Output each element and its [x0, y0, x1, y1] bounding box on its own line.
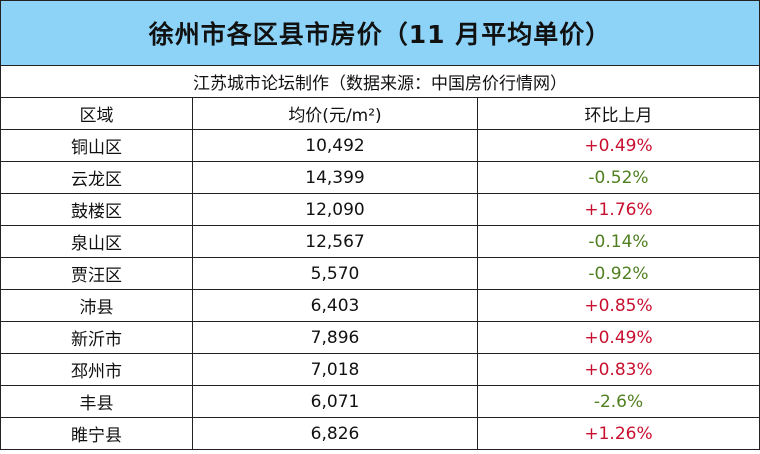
cell-area: 邳州市 [0, 353, 193, 386]
cell-area: 铜山区 [0, 129, 193, 162]
cell-area: 泉山区 [0, 225, 193, 258]
cell-change: -2.6% [477, 385, 760, 418]
cell-area: 鼓楼区 [0, 193, 193, 226]
table-row: 新沂市 7,896 +0.49% [0, 321, 760, 354]
table-row: 邳州市 7,018 +0.83% [0, 353, 760, 386]
table-row: 云龙区 14,399 -0.52% [0, 161, 760, 194]
cell-price: 12,567 [192, 225, 478, 258]
cell-change: +1.76% [477, 193, 760, 226]
table-subtitle: 江苏城市论坛制作（数据来源：中国房价行情网） [0, 65, 760, 98]
cell-area: 贾汪区 [0, 257, 193, 290]
cell-change: +0.49% [477, 129, 760, 162]
cell-price: 6,403 [192, 289, 478, 322]
cell-change: -0.14% [477, 225, 760, 258]
header-change: 环比上月 [477, 97, 760, 130]
cell-area: 云龙区 [0, 161, 193, 194]
cell-price: 7,018 [192, 353, 478, 386]
header-price: 均价(元/m²) [192, 97, 478, 130]
cell-area: 丰县 [0, 385, 193, 418]
table-row: 铜山区 10,492 +0.49% [0, 129, 760, 162]
cell-change: +0.85% [477, 289, 760, 322]
cell-price: 5,570 [192, 257, 478, 290]
cell-price: 12,090 [192, 193, 478, 226]
cell-area: 睢宁县 [0, 417, 193, 450]
cell-price: 10,492 [192, 129, 478, 162]
cell-change: +1.26% [477, 417, 760, 450]
cell-change: -0.92% [477, 257, 760, 290]
header-area: 区域 [0, 97, 193, 130]
cell-price: 6,071 [192, 385, 478, 418]
cell-area: 新沂市 [0, 321, 193, 354]
table-row: 鼓楼区 12,090 +1.76% [0, 193, 760, 226]
table-title: 徐州市各区县市房价（11 月平均单价） [0, 0, 760, 66]
cell-area: 沛县 [0, 289, 193, 322]
table-row: 丰县 6,071 -2.6% [0, 385, 760, 418]
cell-price: 14,399 [192, 161, 478, 194]
table-row: 贾汪区 5,570 -0.92% [0, 257, 760, 290]
table-row: 泉山区 12,567 -0.14% [0, 225, 760, 258]
cell-change: +0.83% [477, 353, 760, 386]
cell-price: 6,826 [192, 417, 478, 450]
table-row: 睢宁县 6,826 +1.26% [0, 417, 760, 450]
cell-change: -0.52% [477, 161, 760, 194]
cell-change: +0.49% [477, 321, 760, 354]
cell-price: 7,896 [192, 321, 478, 354]
table-row: 沛县 6,403 +0.85% [0, 289, 760, 322]
